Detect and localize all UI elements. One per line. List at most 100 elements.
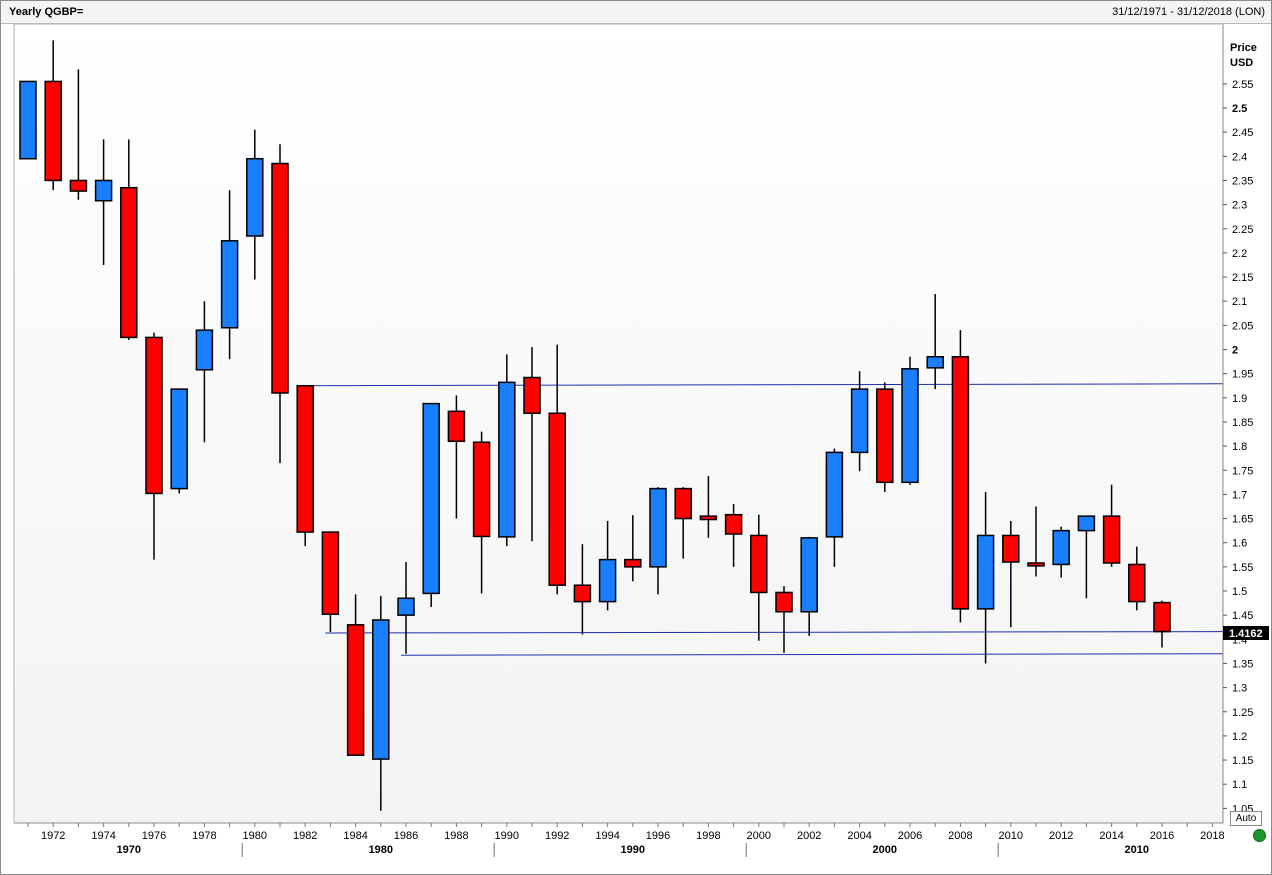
y-tick-label: 1.65 [1232, 514, 1253, 526]
chart-header: Yearly QGBP= 31/12/1971 - 31/12/2018 (LO… [1, 1, 1271, 24]
x-tick-label: 2010 [999, 830, 1023, 842]
candle-1974 [94, 139, 113, 265]
candle-1994 [598, 520, 617, 611]
status-indicator-icon [1253, 829, 1266, 842]
candle-body [1052, 529, 1070, 566]
candle-body [296, 384, 314, 533]
x-tick-label: 1980 [243, 830, 267, 842]
candle-body [699, 515, 718, 521]
y-tick-label: 1.3 [1232, 683, 1247, 695]
x-tick-label: 2000 [747, 830, 771, 842]
candle-1988 [447, 395, 466, 519]
x-tick-label: 1982 [293, 830, 317, 842]
candle-2009 [976, 491, 995, 664]
candle-2015 [1128, 546, 1146, 611]
candle-body [901, 368, 919, 484]
candles [19, 40, 1171, 811]
candle-body [170, 388, 188, 490]
candle-2010 [1002, 520, 1020, 628]
candle-1998 [699, 476, 718, 538]
x-tick-label: 1996 [646, 830, 670, 842]
candle-2013 [1077, 515, 1096, 599]
candle-1981 [271, 144, 289, 464]
candle-body [800, 537, 818, 613]
candle-1987 [422, 402, 440, 607]
candle-1995 [624, 515, 642, 582]
candle-body [1077, 515, 1096, 532]
candle-2012 [1052, 526, 1070, 578]
y-tick-label: 1.6 [1232, 538, 1247, 550]
candle-body [649, 487, 667, 568]
x-tick-label: 1990 [495, 830, 519, 842]
candle-2011 [1027, 506, 1045, 577]
candle-body [548, 412, 566, 586]
candle-1990 [498, 354, 516, 547]
candle-body [69, 179, 88, 192]
date-range: 31/12/1971 - 31/12/2018 (LON) [1112, 6, 1265, 18]
y-tick-label: 2.2 [1232, 248, 1247, 260]
candle-1992 [548, 344, 566, 595]
candle-body [825, 451, 844, 538]
candle-2004 [850, 371, 869, 472]
candle-body [472, 441, 491, 538]
candle-body [346, 624, 365, 756]
y-tick-label: 2.25 [1232, 224, 1253, 236]
x-tick-label: 2016 [1150, 830, 1174, 842]
price-axis: 1.051.11.151.21.251.31.351.41.451.51.551… [1222, 24, 1253, 823]
candle-1978 [195, 301, 214, 443]
x-tick-label: 1978 [192, 830, 216, 842]
x-tick-label: 2018 [1200, 830, 1224, 842]
y-tick-label: 2.35 [1232, 175, 1253, 187]
x-tick-label: 2008 [948, 830, 972, 842]
candle-2003 [825, 448, 844, 567]
decade-label: 2010 [1125, 844, 1149, 856]
candle-1996 [649, 487, 667, 595]
x-tick-label: 1972 [41, 830, 65, 842]
y-tick-label: 2.05 [1232, 320, 1253, 332]
y-tick-label: 1.15 [1232, 755, 1253, 767]
candle-body [246, 157, 264, 237]
candle-2001 [775, 586, 793, 653]
y-tick-label: 1.9 [1232, 393, 1247, 405]
x-tick-label: 2014 [1099, 830, 1123, 842]
candle-body [321, 531, 340, 615]
candle-2014 [1102, 484, 1121, 567]
x-tick-label: 1994 [595, 830, 619, 842]
candle-1993 [573, 544, 592, 635]
candle-body [775, 591, 793, 613]
x-tick-label: 1988 [444, 830, 468, 842]
y-tick-label: 1.8 [1232, 441, 1247, 453]
candle-body [624, 558, 642, 568]
candle-2008 [951, 330, 970, 623]
candle-body [1102, 515, 1121, 564]
candle-1972 [44, 40, 62, 191]
candle-1980 [246, 129, 264, 280]
candle-body [498, 381, 516, 538]
x-tick-label: 2006 [898, 830, 922, 842]
candle-body [44, 80, 62, 182]
candle-body [724, 513, 743, 535]
candle-1985 [372, 595, 390, 811]
candle-body [372, 619, 390, 760]
y-tick-label: 2 [1232, 345, 1238, 357]
y-tick-label: 1.45 [1232, 610, 1253, 622]
auto-scale-button[interactable]: Auto [1230, 811, 1262, 826]
x-tick-label: 1992 [545, 830, 569, 842]
candle-2005 [876, 382, 894, 492]
candle-body [447, 410, 466, 443]
x-tick-label: 2002 [797, 830, 821, 842]
candle-1986 [397, 562, 415, 654]
x-tick-label: 1998 [696, 830, 720, 842]
last-price-marker: 1.4162 [1223, 626, 1269, 640]
candle-1977 [170, 388, 188, 494]
y-tick-label: 2.5 [1232, 103, 1247, 115]
plot-area [13, 23, 1224, 824]
candle-body [750, 534, 768, 594]
price-axis-label: Price [1230, 42, 1257, 54]
candle-body [523, 376, 541, 415]
candle-body [145, 336, 163, 495]
x-tick-label: 2012 [1049, 830, 1073, 842]
x-tick-label: 1974 [91, 830, 115, 842]
